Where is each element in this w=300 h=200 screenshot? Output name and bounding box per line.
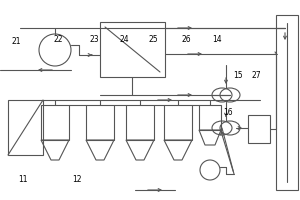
Bar — [126, 105, 154, 140]
Bar — [164, 105, 192, 140]
Text: 16: 16 — [223, 108, 233, 116]
Bar — [8, 100, 43, 155]
Text: 27: 27 — [252, 71, 261, 79]
Text: 12: 12 — [72, 174, 81, 184]
Text: 15: 15 — [234, 71, 243, 79]
Text: 26: 26 — [181, 34, 191, 44]
Bar — [199, 105, 221, 130]
Text: 25: 25 — [148, 34, 158, 44]
Bar — [100, 22, 165, 77]
Text: 22: 22 — [54, 34, 63, 44]
Text: 23: 23 — [90, 34, 99, 44]
Bar — [41, 105, 69, 140]
Text: 24: 24 — [120, 34, 129, 44]
Bar — [248, 115, 270, 143]
Text: 21: 21 — [12, 38, 21, 46]
Bar — [276, 15, 298, 190]
Text: 14: 14 — [213, 34, 222, 44]
Text: 11: 11 — [18, 174, 27, 184]
Bar — [86, 105, 114, 140]
